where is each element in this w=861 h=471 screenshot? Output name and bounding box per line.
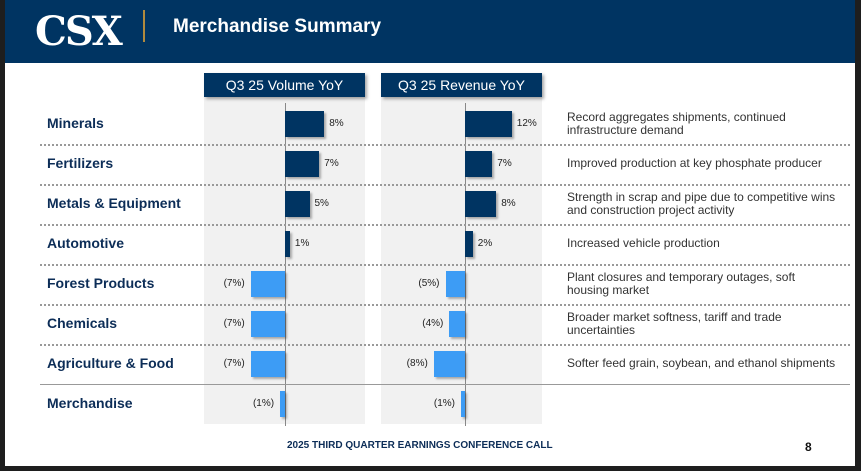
volume-bar <box>250 311 285 337</box>
header-bar: CSX Merchandise Summary <box>5 0 855 63</box>
row-divider <box>40 304 850 306</box>
revenue-bar <box>465 231 473 257</box>
volume-bar <box>285 111 325 137</box>
category-label: Metals & Equipment <box>47 195 181 211</box>
volume-data-label: (7%) <box>223 278 245 289</box>
commentary-text: Increased vehicle production <box>567 236 720 250</box>
volume-bar <box>285 191 310 217</box>
volume-data-label: (7%) <box>223 318 245 329</box>
row-divider <box>40 184 850 186</box>
revenue-data-label: 7% <box>497 158 512 169</box>
revenue-bar <box>445 271 465 297</box>
row-divider <box>40 344 850 346</box>
revenue-bar <box>465 151 493 177</box>
row-divider <box>40 384 850 385</box>
slide: CSX Merchandise Summary Q3 25 Volume YoY… <box>5 0 855 466</box>
volume-bar <box>250 351 285 377</box>
revenue-data-label: (4%) <box>422 318 444 329</box>
row-divider <box>40 264 850 266</box>
csx-logo: CSX <box>35 8 123 55</box>
category-label: Automotive <box>47 235 124 251</box>
category-label: Minerals <box>47 115 104 131</box>
page-title: Merchandise Summary <box>173 16 382 37</box>
header-divider <box>143 10 145 42</box>
volume-data-label: 7% <box>324 158 339 169</box>
category-label: Agriculture & Food <box>47 355 174 371</box>
volume-data-label: 5% <box>314 198 329 209</box>
commentary-text: Improved production at key phosphate pro… <box>567 156 822 170</box>
category-label: Fertilizers <box>47 155 114 171</box>
revenue-data-label: (5%) <box>418 278 440 289</box>
revenue-data-label: 12% <box>516 118 537 129</box>
revenue-bar <box>433 351 465 377</box>
volume-bar <box>250 271 285 297</box>
revenue-bar <box>465 191 497 217</box>
commentary-text: Record aggregates shipments, continued i… <box>567 110 786 137</box>
volume-data-label: 1% <box>294 238 310 249</box>
volume-bar <box>285 151 320 177</box>
volume-bar <box>285 231 290 257</box>
category-label: Forest Products <box>47 275 155 291</box>
row-divider <box>40 224 850 226</box>
revenue-data-label: 8% <box>501 198 516 209</box>
volume-chart-title: Q3 25 Volume YoY <box>204 73 365 97</box>
volume-data-label: (1%) <box>252 398 275 409</box>
revenue-data-label: 2% <box>477 238 493 249</box>
revenue-bar <box>461 391 465 417</box>
volume-bar <box>280 391 285 417</box>
page-number: 8 <box>805 440 812 454</box>
commentary-text: Softer feed grain, soybean, and ethanol … <box>567 356 836 370</box>
revenue-data-label: (1%) <box>433 398 455 409</box>
footer-text: 2025 THIRD QUARTER EARNINGS CONFERENCE C… <box>287 440 553 451</box>
commentary-text: Plant closures and temporary outages, so… <box>567 270 796 297</box>
commentary-text: Broader market softness, tariff and trad… <box>567 310 782 337</box>
volume-data-label: 8% <box>329 118 344 129</box>
row-divider <box>40 144 850 146</box>
volume-data-label: (7%) <box>223 358 245 369</box>
category-label: Merchandise <box>47 395 133 411</box>
category-label: Chemicals <box>47 315 118 331</box>
revenue-bar <box>465 111 512 137</box>
commentary-text: Strength in scrap and pipe due to compet… <box>567 190 836 217</box>
revenue-chart-title: Q3 25 Revenue YoY <box>381 73 542 97</box>
revenue-bar <box>449 311 465 337</box>
revenue-data-label: (8%) <box>406 358 428 369</box>
